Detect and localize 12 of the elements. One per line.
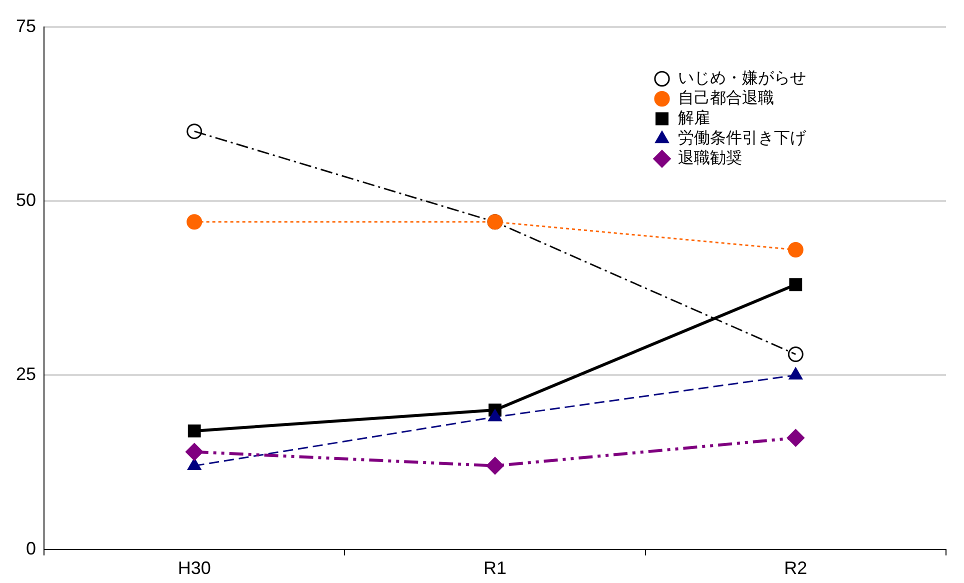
y-tick-label: 50 (16, 190, 36, 210)
y-tick-label: 75 (16, 16, 36, 36)
legend-label: いじめ・嫌がらせ (678, 70, 806, 88)
x-tick-label: H30 (178, 558, 211, 578)
y-tick-label: 0 (26, 538, 36, 558)
legend-label: 退職勧奨 (678, 149, 742, 168)
legend-label: 自己都合退職 (678, 89, 774, 108)
legend-label: 解雇 (678, 109, 710, 128)
x-tick-label: R1 (484, 558, 507, 578)
legend-label: 労働条件引き下げ (678, 129, 807, 148)
y-tick-label: 25 (16, 364, 36, 384)
x-tick-label: R2 (784, 558, 808, 578)
